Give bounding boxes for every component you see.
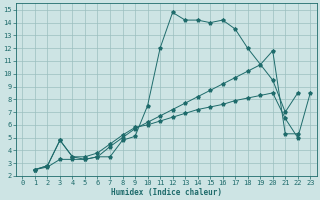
X-axis label: Humidex (Indice chaleur): Humidex (Indice chaleur) [111, 188, 222, 197]
